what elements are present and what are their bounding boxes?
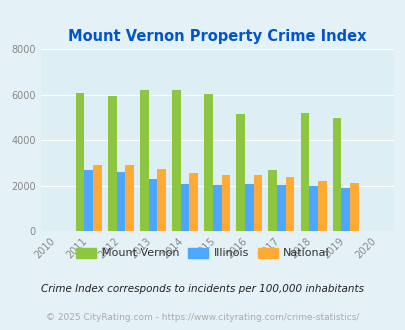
Bar [172,90,180,231]
Bar [84,170,93,231]
Bar [93,165,102,231]
Bar [349,183,358,231]
Bar [277,185,285,231]
Text: Crime Index corresponds to incidents per 100,000 inhabitants: Crime Index corresponds to incidents per… [41,284,364,294]
Bar [317,181,326,231]
Legend: Mount Vernon, Illinois, National: Mount Vernon, Illinois, National [71,243,334,263]
Bar [140,90,148,231]
Bar [116,172,125,231]
Text: © 2025 CityRating.com - https://www.cityrating.com/crime-statistics/: © 2025 CityRating.com - https://www.city… [46,313,359,322]
Bar [125,165,134,231]
Bar [204,94,212,231]
Bar [300,113,309,231]
Bar [236,114,244,231]
Bar [309,186,317,231]
Bar [253,175,262,231]
Bar [341,188,349,231]
Bar [108,96,116,231]
Bar [157,169,166,231]
Bar [332,118,341,231]
Bar [221,175,230,231]
Bar [148,179,157,231]
Bar [76,93,84,231]
Bar [189,173,198,231]
Title: Mount Vernon Property Crime Index: Mount Vernon Property Crime Index [68,29,366,44]
Bar [212,185,221,231]
Bar [244,183,253,231]
Bar [285,177,294,231]
Bar [268,170,277,231]
Bar [180,184,189,231]
